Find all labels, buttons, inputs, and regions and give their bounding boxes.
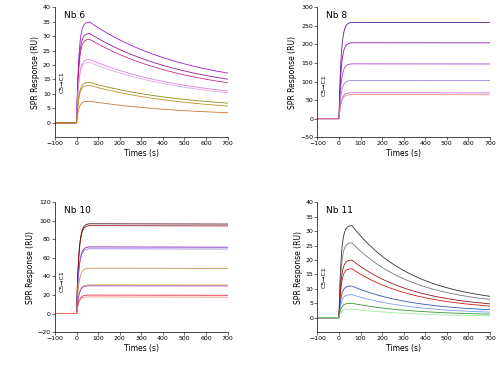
Text: Nb 11: Nb 11 bbox=[326, 206, 353, 215]
X-axis label: Times (s): Times (s) bbox=[124, 344, 159, 353]
Y-axis label: SPR Response (RU): SPR Response (RU) bbox=[26, 231, 35, 304]
Text: Nb 10: Nb 10 bbox=[64, 206, 90, 215]
X-axis label: Times (s): Times (s) bbox=[124, 149, 159, 158]
Y-axis label: SPR Response (RU): SPR Response (RU) bbox=[31, 36, 40, 109]
Y-axis label: SPR Response (RU): SPR Response (RU) bbox=[288, 36, 298, 109]
Text: Nb 8: Nb 8 bbox=[326, 11, 347, 20]
X-axis label: Times (s): Times (s) bbox=[386, 344, 421, 353]
Text: C5→C1: C5→C1 bbox=[322, 74, 327, 96]
Text: C5→C1: C5→C1 bbox=[60, 270, 64, 292]
Text: C5→C1: C5→C1 bbox=[60, 72, 64, 93]
Y-axis label: SPR Response (RU): SPR Response (RU) bbox=[294, 231, 302, 304]
Text: Nb 6: Nb 6 bbox=[64, 11, 85, 20]
Text: C5→C1: C5→C1 bbox=[322, 266, 327, 288]
X-axis label: Times (s): Times (s) bbox=[386, 149, 421, 158]
